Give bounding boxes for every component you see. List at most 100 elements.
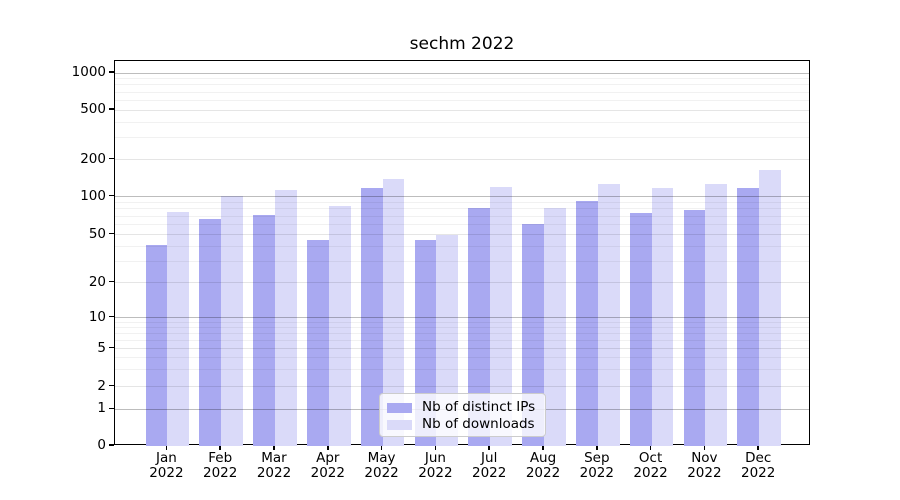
minor-gridline-y-400 [115,121,809,123]
minor-gridline-y-8 [115,327,809,329]
bar-distinct-ips-mar [253,214,275,446]
year-line: 2022 [525,465,561,481]
gridline-y-200 [115,159,809,160]
legend-swatch-distinct-ips [387,402,412,413]
bar-downloads-dec [759,170,781,446]
x-tick-label-may: May 2022 [350,451,414,481]
month-line: Dec [745,450,772,466]
month-line: May [367,450,396,466]
bar-downloads-sep [597,184,620,446]
month-line: Jul [481,450,498,466]
legend-item-downloads: Nb of downloads [380,416,545,433]
x-tick-sep [596,445,598,450]
y-tick-200 [109,157,114,160]
month-line: Jun [424,450,446,466]
year-line: 2022 [633,465,668,481]
y-tick-500 [109,108,114,110]
year-line: 2022 [364,465,399,481]
bar-distinct-ips-jul [468,207,491,446]
y-tick-label-5: 5 [97,339,106,356]
x-tick-label-feb: Feb 2022 [188,451,252,481]
bar-distinct-ips-nov [683,210,706,446]
x-tick-label-aug: Aug 2022 [511,451,575,481]
gridline-y-5 [115,348,809,349]
x-tick-nov [703,445,706,450]
y-tick-2 [109,384,114,387]
bar-downloads-apr [328,205,351,446]
bar-distinct-ips-jan [145,244,168,446]
legend: Nb of distinct IPs Nb of downloads [379,393,546,437]
bar-distinct-ips-sep [576,201,598,446]
year-line: 2022 [687,465,722,481]
bar-distinct-ips-may [360,188,383,446]
x-tick-label-jun: Jun 2022 [403,451,467,481]
x-tick-label-jul: Jul 2022 [457,451,521,481]
year-line: 2022 [203,465,238,481]
y-tick-label-50: 50 [88,225,106,242]
minor-gridline-y-90 [115,201,809,203]
month-line: Feb [208,450,233,466]
x-tick-label-nov: Nov 2022 [672,451,736,481]
gridline-y-10 [115,317,809,319]
x-tick-may [380,445,383,450]
minor-gridline-y-30 [115,260,809,262]
bar-downloads-nov [705,183,728,446]
month-line: Nov [691,450,718,466]
year-line: 2022 [579,465,614,481]
minor-gridline-y-3 [115,369,809,371]
legend-item-distinct-ips: Nb of distinct IPs [380,399,545,416]
month-line: Aug [529,450,557,466]
y-tick-50 [109,232,114,235]
minor-gridline-y-60 [115,224,809,226]
y-tick-0 [109,444,114,446]
bar-downloads-may [382,179,405,446]
gridline-y-50 [115,234,809,235]
y-tick-1000 [109,71,114,73]
bar-distinct-ips-aug [522,223,544,446]
bar-downloads-feb [221,196,243,446]
legend-label-downloads: Nb of downloads [422,416,535,432]
y-tick-100 [109,194,114,197]
y-tick-label-2: 2 [97,377,106,394]
legend-label-distinct-ips: Nb of distinct IPs [422,399,536,415]
plot-area: Nb of distinct IPs Nb of downloads [114,60,810,446]
x-tick-label-dec: Dec 2022 [726,451,790,481]
minor-gridline-y-80 [115,208,809,210]
gridline-y-100 [115,196,809,198]
y-tick-label-500: 500 [80,101,106,117]
y-tick-1 [109,407,114,410]
year-line: 2022 [472,465,507,481]
x-tick-jul [488,445,490,450]
x-tick-oct [649,445,652,450]
minor-gridline-y-900 [115,78,809,80]
legend-swatch-downloads [387,419,412,430]
month-line: Oct [638,450,663,466]
y-tick-label-1000: 1000 [71,64,106,80]
bar-downloads-mar [275,190,297,446]
bar-distinct-ips-dec [737,188,760,446]
bar-downloads-aug [544,207,566,446]
month-line: Apr [316,450,340,466]
month-line: Mar [261,450,287,466]
y-tick-label-0: 0 [97,437,106,453]
gridline-y-2 [115,386,809,387]
y-tick-label-1: 1 [97,400,106,417]
x-tick-label-sep: Sep 2022 [565,451,629,481]
bar-distinct-ips-feb [199,219,222,446]
x-tick-label-mar: Mar 2022 [242,451,306,481]
bar-distinct-ips-oct [629,213,652,446]
x-tick-label-apr: Apr 2022 [296,451,360,481]
y-tick-20 [109,280,114,283]
year-line: 2022 [149,465,184,481]
x-tick-jan [165,445,168,450]
minor-gridline-y-700 [115,91,809,93]
y-tick-5 [109,346,114,349]
minor-gridline-y-6 [115,339,809,341]
minor-gridline-y-70 [115,215,809,217]
month-line: Jan [155,450,177,466]
bar-distinct-ips-apr [307,240,329,446]
minor-gridline-y-7 [115,333,809,334]
x-tick-label-oct: Oct 2022 [619,451,683,481]
x-tick-apr [327,445,329,450]
gridline-y-500 [115,109,809,111]
